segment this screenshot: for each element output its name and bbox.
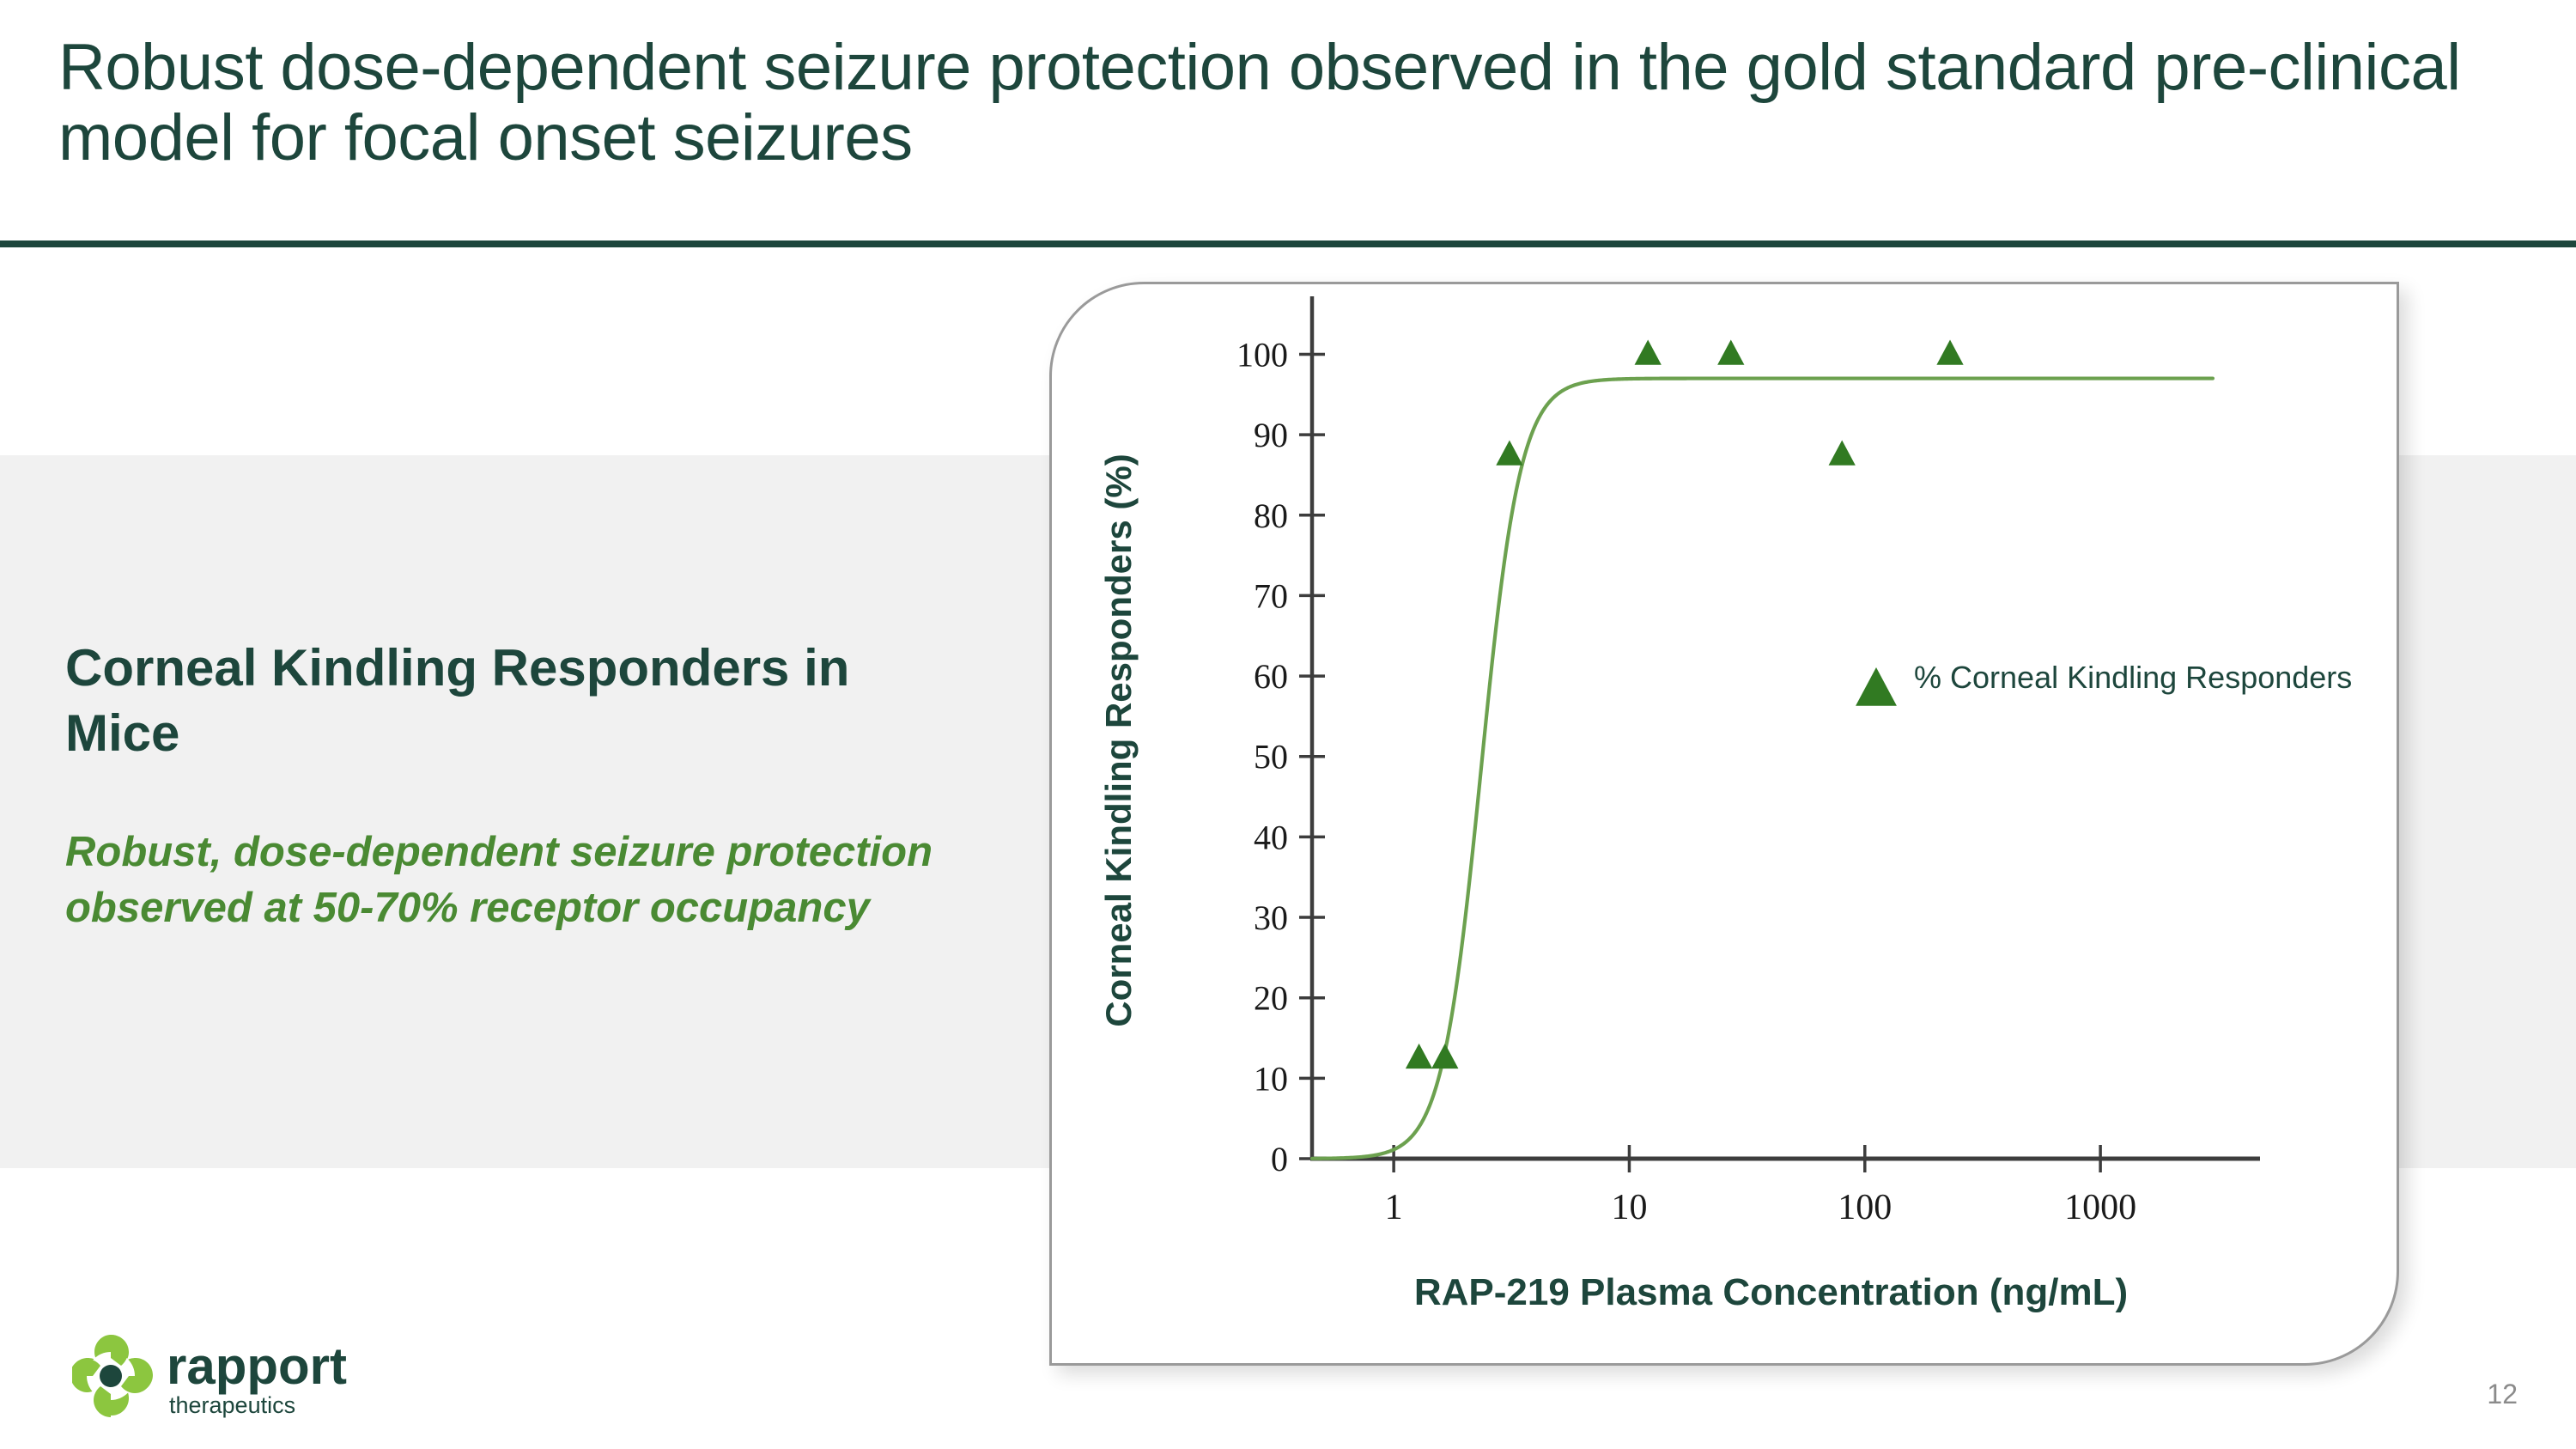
- data-point-triangle: [1431, 1043, 1459, 1069]
- data-point-triangle: [1936, 339, 1964, 365]
- chart-card: 0 10 20 30 40 50 60 70 80 90 100 1 10 100 1000 Corneal …: [1049, 282, 2399, 1366]
- logo-tagline-text: therapeutics: [169, 1392, 295, 1418]
- y-tick-label: 60: [1254, 657, 1288, 696]
- y-axis-title: Corneal Kindling Responders (%): [1098, 454, 1139, 1026]
- chart-container: 0 10 20 30 40 50 60 70 80 90 100 1 10 100 1000 Corneal …: [1052, 284, 2397, 1363]
- data-point-triangle: [1634, 339, 1662, 365]
- y-tick-label: 80: [1254, 496, 1288, 535]
- rapport-logo-svg: rapport therapeutics: [72, 1335, 347, 1418]
- y-tick-label: 40: [1254, 818, 1288, 856]
- y-tick-label: 50: [1254, 738, 1288, 776]
- x-tick-label: 1000: [2064, 1188, 2136, 1227]
- x-tick-label: 10: [1611, 1188, 1647, 1227]
- page-number: 12: [2487, 1379, 2518, 1409]
- y-tick-label: 70: [1254, 576, 1288, 615]
- chart-legend: % Corneal Kindling Responders: [1856, 660, 2352, 706]
- y-tick-label: 30: [1254, 898, 1288, 937]
- fit-curve: [1309, 376, 2215, 1160]
- x-tick-label: 100: [1838, 1188, 1892, 1227]
- legend-marker-triangle: [1856, 667, 1897, 706]
- x-axis-title: RAP-219 Plasma Concentration (ng/mL): [1414, 1271, 2128, 1313]
- legend-label: % Corneal Kindling Responders: [1914, 660, 2352, 695]
- section-subheading: Robust, dose-dependent seizure protectio…: [65, 829, 933, 932]
- data-point-triangle: [1717, 339, 1745, 365]
- logo-wordmark: rapport therapeutics: [167, 1337, 347, 1418]
- logo-pinwheel-icon: [72, 1335, 153, 1417]
- data-point-triangle: [1496, 440, 1523, 466]
- y-tick-label: 100: [1236, 335, 1288, 374]
- data-point-triangle: [1828, 440, 1856, 466]
- data-point-triangle: [1405, 1043, 1433, 1069]
- y-tick-label: 10: [1254, 1059, 1288, 1098]
- y-tick-label: 0: [1271, 1140, 1288, 1178]
- page-title: Robust dose-dependent seizure protection…: [58, 31, 2461, 175]
- y-tick-label: 20: [1254, 979, 1288, 1018]
- title-divider: [0, 240, 2576, 247]
- data-points: [1405, 339, 1964, 1069]
- x-tick-label: 1: [1385, 1188, 1403, 1227]
- y-tick-label: 90: [1254, 416, 1288, 454]
- logo-wordmark-text: rapport: [167, 1337, 347, 1395]
- brand-logo: rapport therapeutics: [72, 1330, 398, 1422]
- section-heading: Corneal Kindling Responders in Mice: [65, 639, 850, 762]
